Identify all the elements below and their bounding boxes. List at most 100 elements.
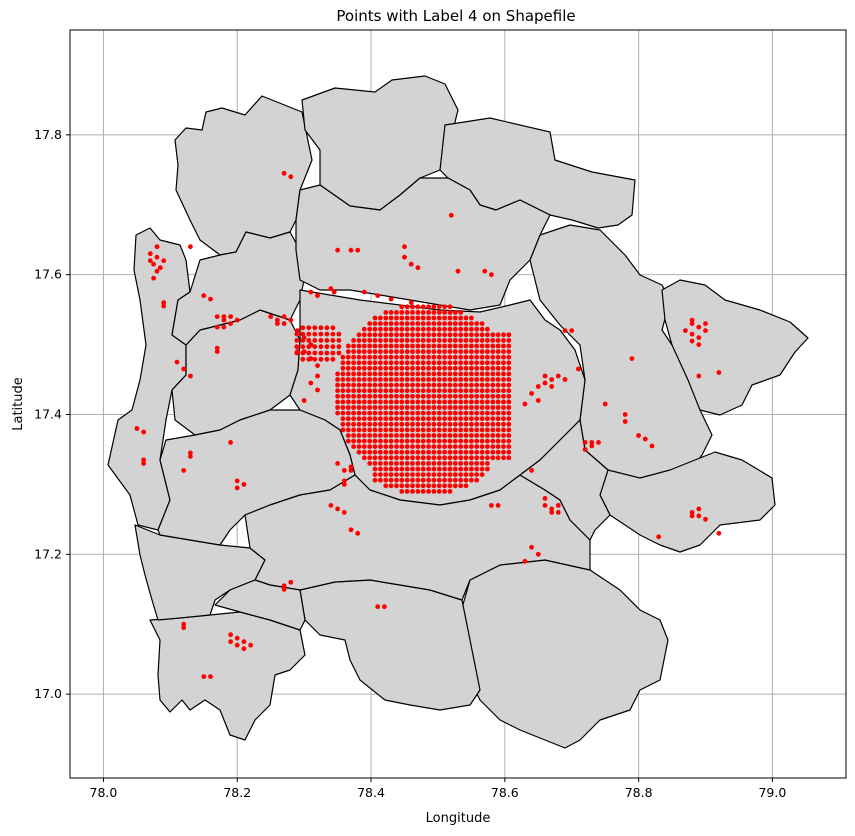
data-point bbox=[341, 468, 347, 473]
data-point bbox=[336, 344, 342, 350]
data-point bbox=[420, 393, 426, 399]
data-point bbox=[415, 343, 421, 349]
data-point bbox=[378, 449, 383, 455]
data-point bbox=[372, 315, 378, 321]
data-point bbox=[383, 444, 389, 449]
data-point bbox=[689, 321, 695, 326]
data-point bbox=[696, 324, 702, 330]
data-point bbox=[367, 371, 373, 377]
data-point bbox=[372, 393, 378, 399]
data-point bbox=[318, 338, 324, 343]
data-point bbox=[458, 410, 464, 416]
data-point bbox=[378, 371, 383, 377]
data-point bbox=[234, 642, 240, 648]
data-point bbox=[356, 354, 362, 360]
data-point bbox=[426, 483, 431, 489]
data-point bbox=[458, 455, 464, 461]
data-point bbox=[458, 360, 464, 366]
data-point bbox=[431, 343, 437, 349]
data-point bbox=[501, 449, 506, 455]
data-point bbox=[469, 326, 474, 332]
data-point bbox=[452, 343, 458, 349]
data-point bbox=[372, 444, 378, 449]
data-point bbox=[410, 399, 415, 405]
data-point bbox=[399, 377, 405, 382]
data-point bbox=[361, 410, 367, 416]
data-point bbox=[388, 416, 394, 422]
data-point bbox=[372, 360, 378, 366]
data-point bbox=[479, 321, 485, 326]
data-point bbox=[463, 388, 469, 394]
data-point bbox=[474, 377, 480, 382]
data-point bbox=[506, 382, 512, 388]
data-point bbox=[367, 326, 373, 332]
data-point bbox=[696, 506, 702, 512]
data-point bbox=[431, 461, 437, 466]
data-point bbox=[394, 449, 399, 455]
data-point bbox=[474, 461, 480, 466]
data-point bbox=[241, 482, 247, 487]
data-point bbox=[463, 410, 469, 416]
data-point bbox=[426, 304, 431, 310]
data-point bbox=[399, 421, 405, 427]
data-point bbox=[479, 360, 485, 366]
data-point bbox=[447, 477, 453, 483]
data-point bbox=[318, 325, 324, 331]
data-point bbox=[485, 427, 490, 433]
data-point bbox=[420, 399, 426, 405]
data-point bbox=[404, 326, 410, 332]
data-point bbox=[458, 477, 464, 483]
data-point bbox=[404, 310, 410, 315]
data-point bbox=[361, 405, 367, 410]
data-point bbox=[394, 371, 399, 377]
data-point bbox=[324, 350, 330, 356]
data-point bbox=[463, 332, 469, 338]
data-point bbox=[431, 371, 437, 377]
plot-title: Points with Label 4 on Shapefile bbox=[336, 7, 575, 25]
data-point bbox=[336, 331, 342, 337]
data-point bbox=[415, 310, 421, 315]
data-point bbox=[535, 384, 541, 389]
data-point bbox=[420, 349, 426, 354]
data-point bbox=[452, 310, 458, 315]
data-point bbox=[415, 377, 421, 382]
data-point bbox=[485, 326, 490, 332]
data-point bbox=[436, 427, 442, 433]
data-point bbox=[361, 332, 367, 338]
y-axis-label: Latitude bbox=[11, 377, 26, 431]
data-point bbox=[431, 477, 437, 483]
district-boundaries bbox=[107, 75, 809, 749]
data-point bbox=[367, 382, 373, 388]
data-point bbox=[479, 371, 485, 377]
data-point bbox=[426, 326, 431, 332]
data-point bbox=[474, 382, 480, 388]
data-point bbox=[394, 349, 399, 354]
data-point bbox=[458, 466, 464, 472]
data-point bbox=[490, 371, 496, 377]
data-point bbox=[324, 331, 330, 337]
data-point bbox=[410, 338, 415, 343]
data-point bbox=[431, 382, 437, 388]
data-point bbox=[696, 335, 702, 340]
data-point bbox=[501, 399, 506, 405]
data-point bbox=[410, 343, 415, 349]
data-point bbox=[345, 416, 351, 422]
data-point bbox=[458, 405, 464, 410]
data-point bbox=[404, 360, 410, 366]
data-point bbox=[372, 338, 378, 343]
data-point bbox=[452, 326, 458, 332]
data-point bbox=[479, 365, 485, 371]
data-point bbox=[474, 416, 480, 422]
data-point bbox=[388, 438, 394, 444]
data-point bbox=[383, 360, 389, 366]
data-point bbox=[399, 489, 405, 494]
data-point bbox=[394, 433, 399, 438]
data-point bbox=[431, 455, 437, 461]
data-point bbox=[188, 373, 193, 379]
data-point bbox=[330, 350, 336, 356]
data-point bbox=[458, 371, 464, 377]
data-point bbox=[490, 388, 496, 394]
data-point bbox=[542, 380, 548, 386]
data-point bbox=[448, 212, 454, 218]
data-point bbox=[463, 466, 469, 472]
